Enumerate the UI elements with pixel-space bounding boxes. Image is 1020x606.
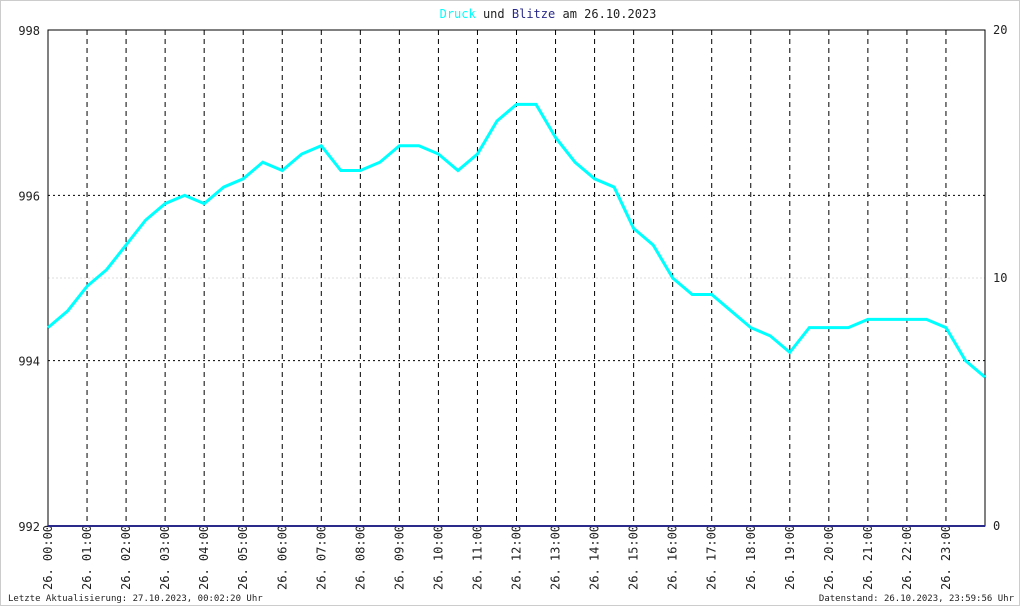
x-tick-label: 26. 01:00 xyxy=(80,525,94,590)
y-tick-label: 998 xyxy=(18,24,40,38)
legend-entry: Druck xyxy=(440,7,477,21)
x-tick-label: 26. 08:00 xyxy=(353,525,367,590)
x-tick-label: 26. 02:00 xyxy=(119,525,133,590)
title-part: am 26.10.2023 xyxy=(562,7,656,21)
x-tick-label: 26. 21:00 xyxy=(861,525,875,590)
title-part: und xyxy=(483,7,505,21)
x-tick-label: 26. 14:00 xyxy=(588,525,602,590)
x-tick-label: 26. 07:00 xyxy=(314,525,328,590)
chart-title: Druck und Blitze am 26.10.2023 xyxy=(440,7,657,21)
footer-right: Datenstand: 26.10.2023, 23:59:56 Uhr xyxy=(819,594,1015,604)
x-tick-label: 26. 06:00 xyxy=(275,525,289,590)
x-tick-label: 26. 10:00 xyxy=(431,525,445,590)
x-tick-label: 26. 18:00 xyxy=(744,525,758,590)
footer-left: Letzte Aktualisierung: 27.10.2023, 00:02… xyxy=(8,594,263,604)
y2-tick-label: 10 xyxy=(993,271,1007,285)
x-tick-label: 26. 04:00 xyxy=(197,525,211,590)
x-tick-label: 26. 00:00 xyxy=(41,525,55,590)
x-tick-label: 26. 20:00 xyxy=(822,525,836,590)
x-tick-label: 26. 22:00 xyxy=(900,525,914,590)
x-tick-label: 26. 23:00 xyxy=(939,525,953,590)
y-tick-label: 994 xyxy=(18,355,40,369)
x-tick-label: 26. 13:00 xyxy=(549,525,563,590)
x-tick-label: 26. 05:00 xyxy=(236,525,250,590)
x-tick-label: 26. 03:00 xyxy=(158,525,172,590)
y-tick-label: 996 xyxy=(18,189,40,203)
legend-entry: Blitze xyxy=(512,7,555,21)
x-tick-label: 26. 12:00 xyxy=(510,525,524,590)
series-line xyxy=(47,102,986,379)
y2-tick-label: 20 xyxy=(993,23,1007,37)
y-tick-label: 992 xyxy=(18,520,40,534)
y2-tick-label: 0 xyxy=(993,519,1000,533)
x-tick-label: 26. 11:00 xyxy=(470,525,484,590)
x-tick-label: 26. 16:00 xyxy=(666,525,680,590)
x-tick-label: 26. 17:00 xyxy=(705,525,719,590)
x-tick-label: 26. 09:00 xyxy=(392,525,406,590)
x-tick-label: 26. 15:00 xyxy=(627,525,641,590)
x-tick-label: 26. 19:00 xyxy=(783,525,797,590)
